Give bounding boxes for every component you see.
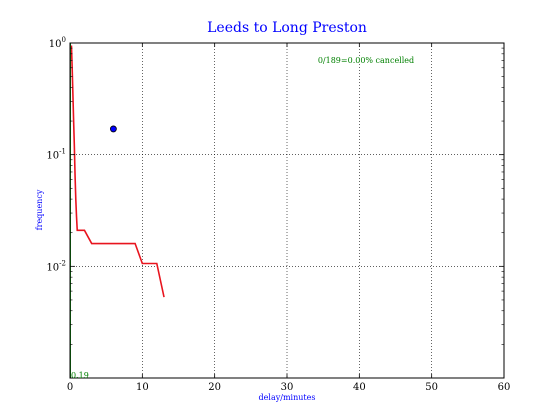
x-tick-label: 30 xyxy=(281,382,294,393)
y-tick-label: 100 xyxy=(49,36,66,50)
y-tick-label: 10-1 xyxy=(46,148,66,162)
ticks: 0 10 20 30 40 50 60 100 10-1 10-2 xyxy=(46,36,510,393)
y-axis-label: frequency xyxy=(35,189,44,230)
x-tick-label: 40 xyxy=(353,382,366,393)
series-line-0 xyxy=(70,45,165,298)
x-tick-label: 10 xyxy=(136,382,149,393)
series-layer xyxy=(69,43,165,378)
cancelled-annotation: 0/189=0.00% cancelled xyxy=(318,56,414,65)
x-tick-label: 60 xyxy=(498,382,511,393)
y-tick-label: 10-2 xyxy=(46,259,66,273)
x-tick-label: 0 xyxy=(67,382,73,393)
x-tick-label: 50 xyxy=(425,382,438,393)
x-tick-label: 20 xyxy=(208,382,221,393)
chart-title: Leeds to Long Preston xyxy=(207,20,367,36)
grid xyxy=(70,43,504,378)
corner-annotation: 0.19 xyxy=(71,371,89,380)
x-axis-label: delay/minutes xyxy=(259,393,316,402)
data-point xyxy=(110,125,117,133)
plot-frame xyxy=(69,42,505,379)
